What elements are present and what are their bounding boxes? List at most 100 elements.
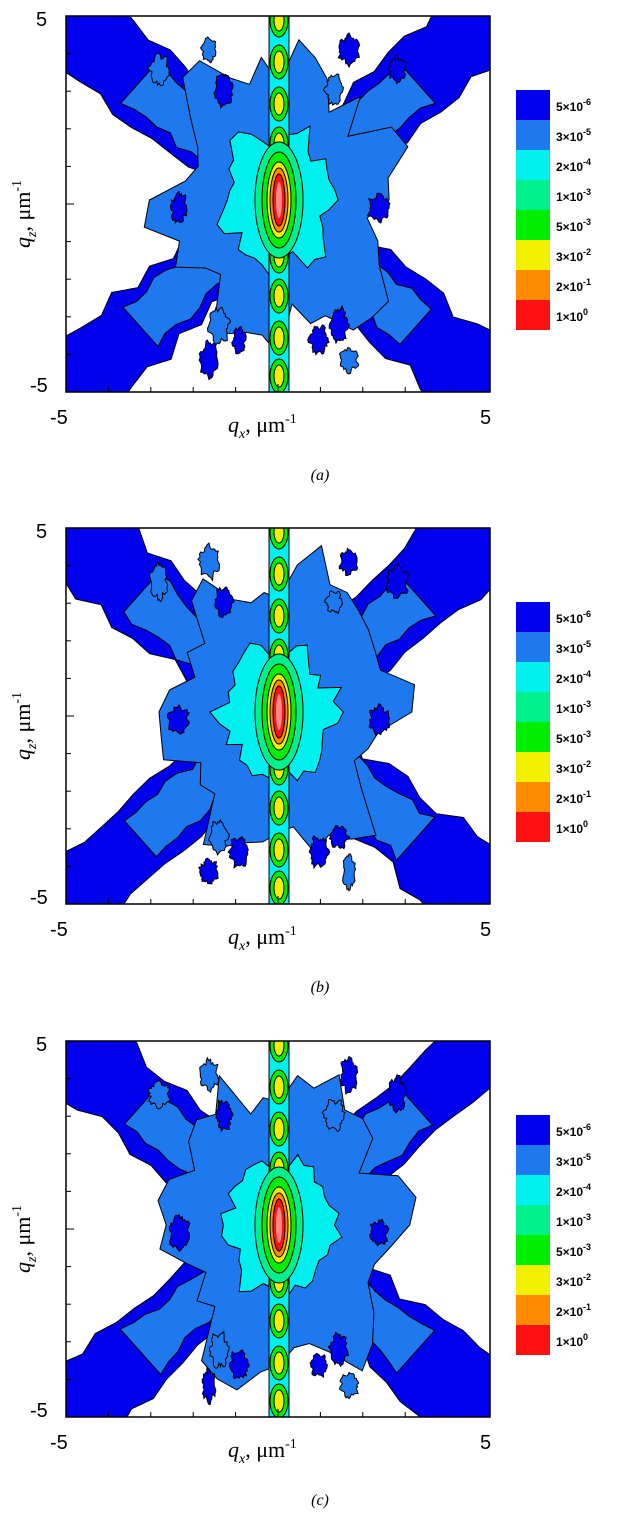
- contour-island: [198, 857, 219, 885]
- contour-island: [321, 1099, 346, 1133]
- y-tick-label: 5: [36, 521, 47, 543]
- legend-swatch: [516, 210, 550, 240]
- contour-field: [66, 1041, 490, 1417]
- contour-bead-inner: [273, 562, 285, 586]
- contour-field: [66, 528, 490, 904]
- legend-label: 2×10-4: [556, 1182, 591, 1199]
- panel-caption: (c): [311, 1492, 329, 1509]
- contour-bead-inner: [273, 364, 285, 388]
- x-axis-label: qx, μm-1: [228, 1437, 297, 1467]
- contour-island: [229, 1349, 250, 1380]
- contour-peak: [276, 182, 282, 218]
- contour-island: [309, 1352, 329, 1378]
- contour-plot-svg: 5 -5-5 5 qx, μm-1 qz, μm-1 5×10-6 3×10-5 2×10-4…: [10, 1034, 591, 1509]
- legend: 5×10-6 3×10-5 2×10-4 1×10-3 5×10-3 3×10-2 2×10…: [516, 602, 591, 842]
- x-tick-label: 5: [480, 1432, 491, 1454]
- contour-island: [231, 325, 247, 355]
- x-tick-label: -5: [50, 1432, 68, 1454]
- legend-swatch: [516, 1175, 550, 1205]
- chart-panel-a: 5 -5 -5 5 qx, μm-1 qz, μm-1 5×10-6 3×10-5 2×10-4…: [0, 0, 640, 505]
- legend-label: 1×10-3: [556, 1212, 591, 1229]
- legend-label: 2×10-1: [556, 277, 591, 294]
- contour-island: [366, 192, 391, 224]
- contour-peak: [276, 1207, 282, 1243]
- y-tick-label: -5: [30, 1400, 48, 1422]
- contour-island: [340, 1055, 359, 1096]
- contour-island: [368, 702, 390, 736]
- legend-label: 5×10-3: [556, 729, 591, 746]
- contour-bead-inner: [273, 92, 285, 116]
- legend-label: 5×10-6: [556, 609, 591, 626]
- legend-label: 2×10-1: [556, 789, 591, 806]
- contour-island: [206, 306, 232, 347]
- contour-field: [66, 16, 490, 392]
- contour-island: [388, 1073, 407, 1114]
- contour-island: [307, 324, 330, 356]
- x-axis-label: qx, μm-1: [228, 412, 297, 442]
- contour-island: [169, 190, 188, 224]
- legend-label: 1×10-3: [556, 699, 591, 716]
- chart-panel-c: 5 -5 -5 5 qx, μm-1 qz, μm-1 5×10-6 3×10-5 2×10-4…: [0, 1025, 640, 1530]
- x-tick-label: -5: [50, 919, 68, 941]
- legend-label: 5×10-6: [556, 97, 591, 114]
- contour-island: [166, 703, 191, 735]
- contour-island: [328, 304, 350, 345]
- legend-label: 3×10-5: [556, 639, 591, 656]
- contour-island: [199, 1056, 220, 1094]
- contour-island: [322, 73, 344, 106]
- contour-island: [324, 590, 344, 615]
- legend-label: 1×100: [556, 1332, 588, 1349]
- x-tick-label: 5: [480, 407, 491, 429]
- legend-swatch: [516, 300, 550, 330]
- contour-island: [328, 824, 351, 850]
- x-axis-label: qx, μm-1: [228, 924, 297, 954]
- x-tick-label: 5: [480, 919, 491, 941]
- contour-island: [308, 835, 331, 870]
- panel-caption: (b): [311, 979, 330, 996]
- contour-island: [208, 1330, 230, 1370]
- contour-bead-inner: [273, 1351, 285, 1375]
- contour-island: [342, 853, 357, 892]
- contour-island: [198, 339, 219, 381]
- panel-caption: (a): [311, 467, 330, 484]
- legend: 5×10-6 3×10-5 2×10-4 1×10-3 5×10-3 3×10-2 2×10…: [516, 90, 591, 330]
- legend-swatch: [516, 1205, 550, 1235]
- y-tick-label: -5: [30, 375, 48, 397]
- contour-plot-svg: 5 -5-5 5 qx, μm-1 qz, μm-1 5×10-6 3×10-5 2×10-4…: [10, 521, 591, 996]
- y-tick-label: -5: [30, 887, 48, 909]
- legend-label: 5×10-3: [556, 1242, 591, 1259]
- contour-island: [337, 32, 361, 69]
- contour-island: [215, 1099, 234, 1133]
- legend-label: 3×10-2: [556, 759, 591, 776]
- legend-swatch: [516, 1115, 550, 1145]
- legend-swatch: [516, 1265, 550, 1295]
- contour-island: [168, 1213, 191, 1252]
- y-tick-label: 5: [36, 1034, 47, 1056]
- contour-bead-inner: [273, 16, 285, 32]
- legend-label: 5×10-6: [556, 1122, 591, 1139]
- x-tick-label: -5: [50, 407, 68, 429]
- y-axis-label: qz, μm-1: [10, 180, 40, 248]
- contour-bead-inner: [273, 1117, 285, 1141]
- legend-label: 2×10-1: [556, 1302, 591, 1319]
- legend-swatch: [516, 662, 550, 692]
- legend-swatch: [516, 1295, 550, 1325]
- chart-panel-b: 5 -5 -5 5 qx, μm-1 qz, μm-1 5×10-6 3×10-5 2×10-4…: [0, 512, 640, 1017]
- legend-swatch: [516, 692, 550, 722]
- legend-label: 1×10-3: [556, 187, 591, 204]
- contour-bead-inner: [273, 1389, 285, 1413]
- contour-bead-inner: [273, 1041, 285, 1057]
- contour-bead-inner: [273, 50, 285, 74]
- legend-swatch: [516, 150, 550, 180]
- legend-swatch: [516, 602, 550, 632]
- y-axis-label: qz, μm-1: [10, 1205, 40, 1273]
- legend-swatch: [516, 782, 550, 812]
- legend-label: 3×10-5: [556, 127, 591, 144]
- legend-swatch: [516, 180, 550, 210]
- contour-island: [199, 36, 217, 64]
- contour-island: [338, 347, 360, 375]
- contour-island: [369, 1218, 390, 1247]
- contour-bead-inner: [273, 796, 285, 820]
- contour-island: [327, 1331, 350, 1368]
- legend-label: 1×100: [556, 307, 588, 324]
